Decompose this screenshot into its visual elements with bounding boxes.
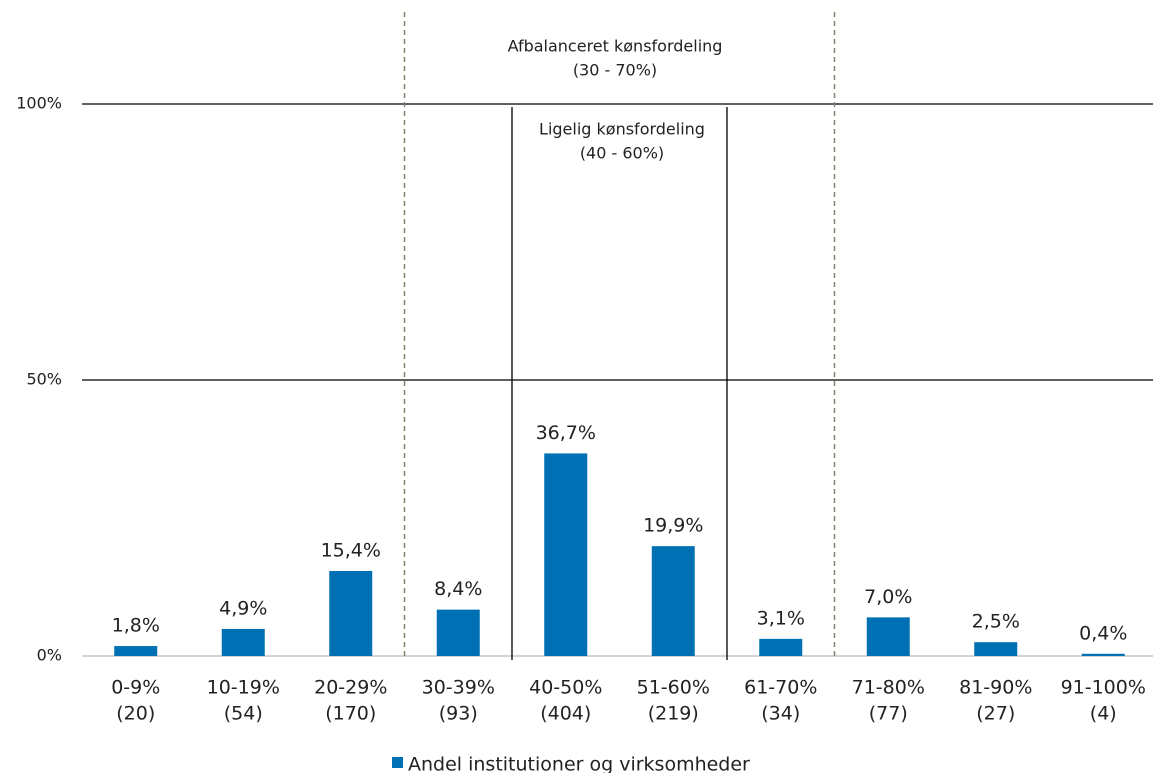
x-tick-label: 40-50%	[529, 677, 602, 699]
y-tick-label: 100%	[16, 94, 62, 113]
bar	[974, 642, 1018, 656]
annotation: Afbalanceret kønsfordeling	[508, 37, 723, 56]
x-tick-label: (20)	[116, 703, 155, 725]
x-tick-label: (77)	[869, 703, 908, 725]
annotation: Ligelig kønsfordeling	[539, 120, 705, 139]
x-tick-label: (54)	[224, 703, 263, 725]
value-label: 36,7%	[536, 422, 596, 444]
bar	[866, 617, 910, 656]
value-label: 2,5%	[972, 611, 1020, 633]
x-tick-label: 10-19%	[207, 677, 280, 699]
annotation: (40 - 60%)	[580, 144, 664, 163]
bar	[329, 570, 373, 656]
x-tick-label: (404)	[540, 703, 591, 725]
bar	[436, 609, 480, 656]
x-tick-label: (27)	[976, 703, 1015, 725]
legend-swatch	[392, 757, 403, 768]
annotation: (30 - 70%)	[573, 61, 657, 80]
x-tick-label: 61-70%	[744, 677, 817, 699]
value-label: 7,0%	[864, 586, 912, 608]
value-label: 8,4%	[434, 578, 482, 600]
y-tick-label: 0%	[37, 646, 62, 665]
value-label: 19,9%	[643, 515, 703, 537]
x-tick-label: (170)	[325, 703, 376, 725]
x-tick-label: (34)	[761, 703, 800, 725]
y-tick-label: 50%	[26, 370, 62, 389]
x-tick-label: (219)	[648, 703, 699, 725]
x-tick-label: 51-60%	[637, 677, 710, 699]
bar	[544, 453, 588, 656]
x-tick-label: 20-29%	[314, 677, 387, 699]
bar	[221, 628, 265, 656]
x-tick-label: (4)	[1090, 703, 1117, 725]
bar	[651, 546, 695, 656]
value-label: 3,1%	[757, 607, 805, 629]
bar	[114, 646, 158, 656]
x-tick-label: 30-39%	[422, 677, 495, 699]
value-label: 4,9%	[219, 597, 267, 619]
legend-label: Andel institutioner og virksomheder	[408, 754, 750, 773]
x-tick-label: 81-90%	[959, 677, 1032, 699]
value-label: 15,4%	[321, 539, 381, 561]
x-tick-label: 0-9%	[111, 677, 160, 699]
value-label: 0,4%	[1079, 622, 1127, 644]
x-tick-label: 71-80%	[852, 677, 925, 699]
bar	[759, 638, 803, 656]
bar	[1081, 653, 1125, 656]
x-tick-label: (93)	[439, 703, 478, 725]
value-label: 1,8%	[112, 615, 160, 637]
x-tick-label: 91-100%	[1061, 677, 1146, 699]
